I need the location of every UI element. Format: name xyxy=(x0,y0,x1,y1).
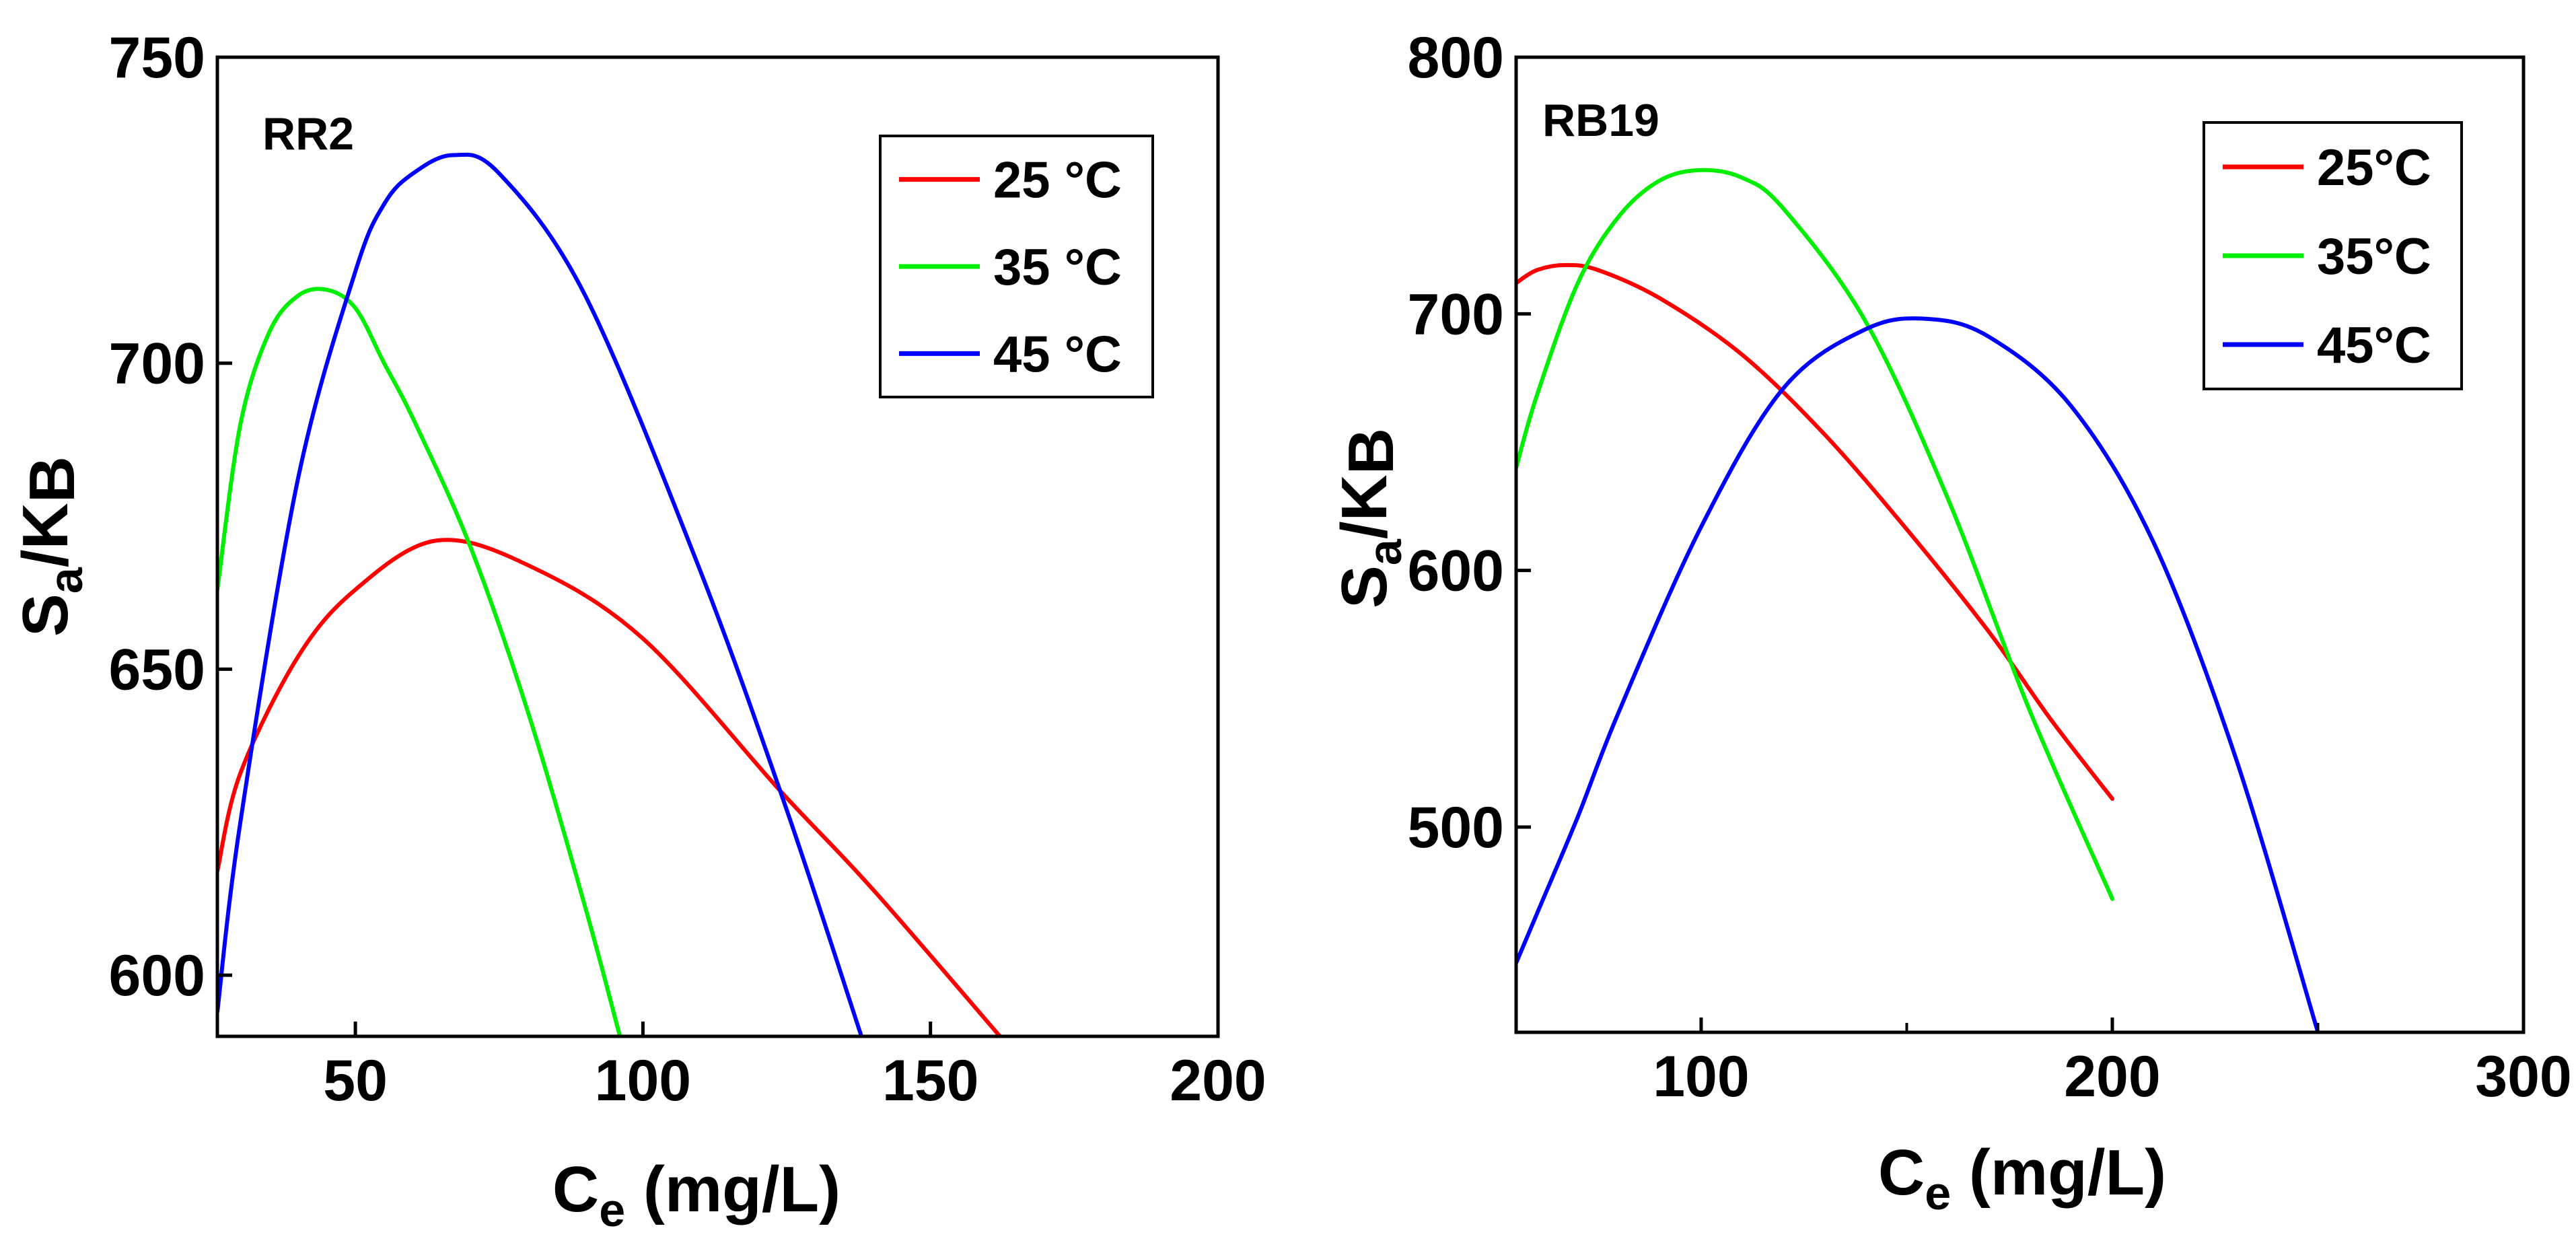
rr2-y-tick-label: 600 xyxy=(109,943,206,1008)
rr2-x-tick-label: 200 xyxy=(1170,1048,1266,1113)
rb19-y-axis-title: Sa/KB xyxy=(1328,428,1411,608)
rr2-legend-label-35-c: 35 °C xyxy=(993,239,1122,296)
rr2-series-45-c xyxy=(217,152,864,1036)
rb19-y-tick-label: 700 xyxy=(1408,282,1505,347)
rr2-ticks: 50 100 150 200 600 650 700 750 xyxy=(109,26,1266,1113)
rb19-ticks: 100 200 300 500 600 700 800 xyxy=(1408,26,2572,1109)
rb19-y-axis-s: S xyxy=(1328,565,1400,608)
rb19-series-35-c xyxy=(1516,168,2114,901)
rb19-x-axis-units: (mg/L) xyxy=(1951,1137,2166,1209)
rb19-x-tick-label: 100 xyxy=(1653,1044,1750,1109)
rr2-curves xyxy=(217,152,1003,1036)
rb19-panel-label: RB19 xyxy=(1542,95,1659,146)
rr2-y-axis-k: /K xyxy=(9,503,81,567)
rr2-series-35-c xyxy=(217,287,622,1036)
rb19-x-axis-title: Ce (mg/L) xyxy=(1878,1137,2166,1219)
rr2-legend-label-45-c: 45 °C xyxy=(993,326,1122,383)
rr2-y-axis-b: B xyxy=(16,456,88,503)
rb19-y-tick-label: 600 xyxy=(1408,539,1505,604)
rb19-x-axis-c: C xyxy=(1878,1137,1925,1209)
rb19-plot-frame xyxy=(1514,55,2526,1034)
rr2-x-tick-label: 50 xyxy=(323,1048,388,1113)
rr2-y-axis-a: a xyxy=(40,567,92,594)
rb19-y-axis-a: a xyxy=(1359,538,1411,565)
rb19-legend-label-35-c: 35°C xyxy=(2317,228,2431,285)
rb19-x-axis-sub: e xyxy=(1925,1167,1951,1219)
rr2-plot-frame xyxy=(215,55,1220,1038)
rb19-curves xyxy=(1516,168,2320,1032)
rb19-x-tick-label: 300 xyxy=(2475,1044,2572,1109)
rr2-legend-label-25-c: 25 °C xyxy=(993,152,1122,209)
rb19-legend: 25°C 35°C 45°C xyxy=(2203,121,2463,390)
rr2-y-tick-label: 700 xyxy=(109,332,206,396)
rb19-y-tick-label: 800 xyxy=(1408,26,1505,90)
rb19-legend-label-25-c: 25°C xyxy=(2317,139,2431,197)
rb19-y-axis-k: /K xyxy=(1328,474,1400,539)
rr2-y-tick-label: 750 xyxy=(109,26,206,90)
rb19-legend-label-45-c: 45°C xyxy=(2317,317,2431,374)
rr2-panel-label: RR2 xyxy=(262,108,354,159)
rr2-series-25-c xyxy=(217,538,1003,1036)
panel-rb19: 100 200 300 500 600 700 800 RB19 Ce (mg/L) Sa/… xyxy=(1328,26,2572,1219)
rr2-x-axis-c: C xyxy=(552,1153,599,1225)
rr2-y-axis-s: S xyxy=(9,594,81,637)
rr2-y-tick-label: 650 xyxy=(109,637,206,702)
rr2-x-axis-title: Ce (mg/L) xyxy=(552,1153,840,1236)
rb19-series-25-c xyxy=(1516,262,2114,801)
rr2-legend: 25 °C 35 °C 45 °C xyxy=(879,135,1154,398)
rb19-x-tick-label: 200 xyxy=(2064,1044,2161,1109)
rr2-x-tick-label: 150 xyxy=(882,1048,979,1113)
rr2-y-axis-title: Sa/KB xyxy=(9,456,92,637)
rr2-x-axis-units: (mg/L) xyxy=(625,1153,840,1225)
rr2-x-tick-label: 100 xyxy=(595,1048,692,1113)
rr2-x-axis-sub: e xyxy=(599,1184,625,1236)
rb19-series-45-c xyxy=(1516,316,2320,1032)
rb19-y-axis-b: B xyxy=(1335,428,1407,474)
rb19-y-tick-label: 500 xyxy=(1408,795,1505,860)
panel-rr2: 50 100 150 200 600 650 700 750 RR2 Ce (mg/L) Sa… xyxy=(9,26,1266,1236)
